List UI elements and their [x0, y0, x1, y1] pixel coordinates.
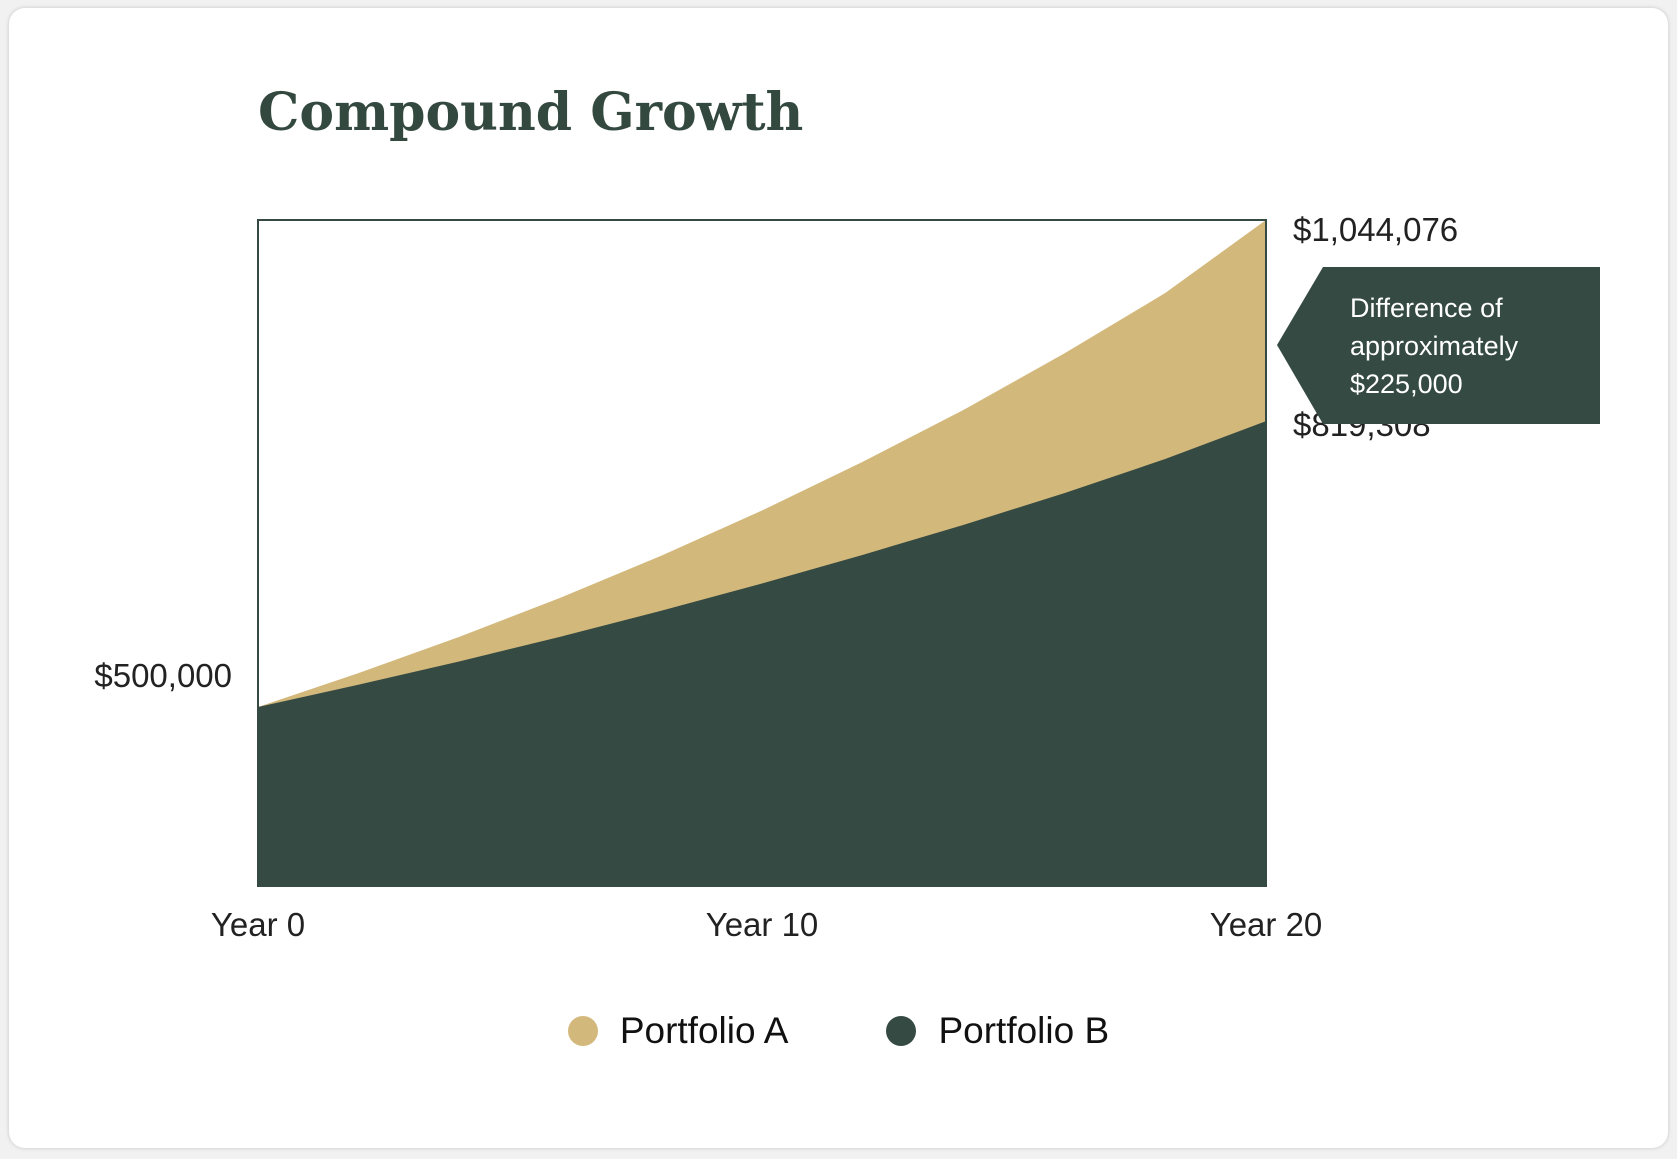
legend-item-portfolio-a: Portfolio A — [567, 1010, 789, 1052]
chart-title: Compound Growth — [258, 82, 804, 143]
difference-callout: Difference of approximately $225,000 — [1277, 267, 1600, 424]
x-tick-label: Year 20 — [1210, 906, 1323, 943]
legend-label-portfolio-b: Portfolio B — [938, 1010, 1110, 1051]
legend-swatch-portfolio-b — [886, 1016, 917, 1046]
legend-label-portfolio-a: Portfolio A — [619, 1010, 789, 1051]
legend: Portfolio A Portfolio B — [0, 1010, 1677, 1052]
callout-arrow-shape — [1277, 267, 1600, 424]
legend-item-portfolio-b: Portfolio B — [886, 1010, 1109, 1052]
difference-callout-text: Difference of approximately $225,000 — [1350, 293, 1519, 399]
legend-swatch-portfolio-a — [567, 1016, 598, 1046]
x-tick-label: Year 0 — [211, 906, 305, 943]
start-value-label: $500,000 — [94, 657, 232, 694]
end-value-label-portfolio-a: $1,044,076 — [1293, 211, 1458, 248]
area-portfolio-b — [258, 421, 1266, 886]
plot-frame — [257, 219, 1267, 887]
x-tick-label: Year 10 — [706, 906, 819, 943]
